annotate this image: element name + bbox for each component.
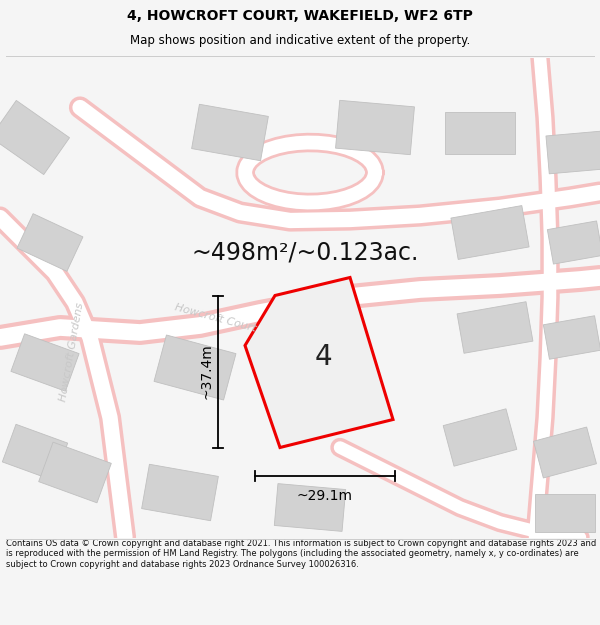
Polygon shape xyxy=(274,484,346,531)
Polygon shape xyxy=(2,424,68,481)
Polygon shape xyxy=(546,131,600,174)
Text: Howcroft Court: Howcroft Court xyxy=(173,302,257,333)
Polygon shape xyxy=(445,111,515,154)
Text: 4: 4 xyxy=(315,343,332,371)
Polygon shape xyxy=(154,335,236,400)
Polygon shape xyxy=(457,302,533,353)
Text: Howcroft Gardens: Howcroft Gardens xyxy=(58,302,86,402)
Text: Contains OS data © Crown copyright and database right 2021. This information is : Contains OS data © Crown copyright and d… xyxy=(6,539,596,569)
Polygon shape xyxy=(38,442,112,503)
Polygon shape xyxy=(443,409,517,466)
Polygon shape xyxy=(17,214,83,271)
Polygon shape xyxy=(335,101,415,154)
Polygon shape xyxy=(11,334,79,391)
Text: ~29.1m: ~29.1m xyxy=(297,489,353,504)
Text: 4, HOWCROFT COURT, WAKEFIELD, WF2 6TP: 4, HOWCROFT COURT, WAKEFIELD, WF2 6TP xyxy=(127,9,473,22)
Polygon shape xyxy=(451,206,529,259)
Polygon shape xyxy=(0,101,70,174)
Polygon shape xyxy=(245,278,393,448)
Text: Map shows position and indicative extent of the property.: Map shows position and indicative extent… xyxy=(130,34,470,47)
Polygon shape xyxy=(191,104,268,161)
Text: ~498m²/~0.123ac.: ~498m²/~0.123ac. xyxy=(191,241,419,264)
Polygon shape xyxy=(142,464,218,521)
Text: ~37.4m: ~37.4m xyxy=(199,344,213,399)
Polygon shape xyxy=(535,494,595,531)
Polygon shape xyxy=(533,427,596,478)
Polygon shape xyxy=(544,316,600,359)
Polygon shape xyxy=(547,221,600,264)
